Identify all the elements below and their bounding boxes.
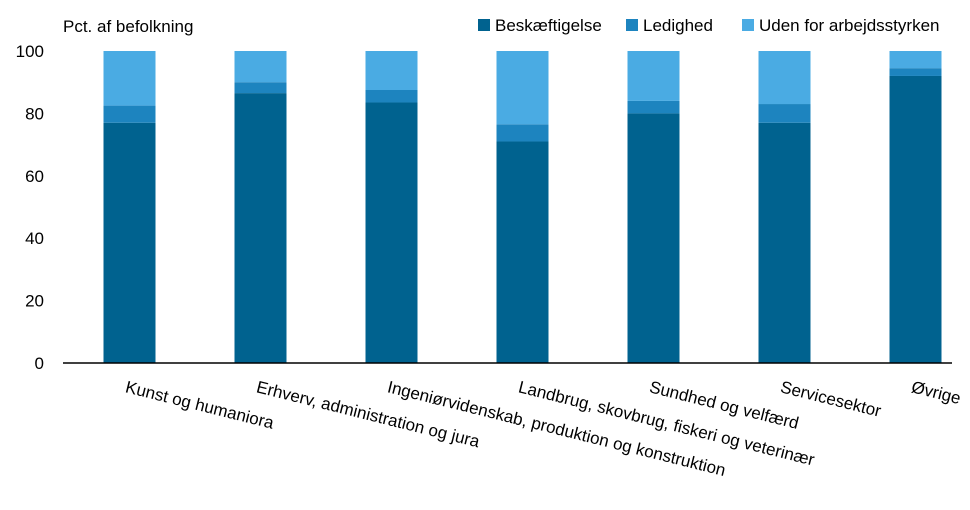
bar-segment — [627, 113, 680, 364]
y-tick-label: 40 — [25, 229, 44, 248]
bar-segment — [234, 82, 287, 94]
bar-segment — [627, 100, 680, 114]
y-tick-label: 60 — [25, 167, 44, 186]
bar-segment — [365, 51, 418, 90]
x-tick-label: Kunst og humaniora — [124, 377, 277, 432]
bar-segment — [758, 51, 811, 105]
legend-entry-label: Uden for arbejdsstyrken — [759, 16, 939, 35]
y-tick-label: 20 — [25, 292, 44, 311]
bar-segment — [365, 90, 418, 103]
y-tick-label: 100 — [16, 42, 44, 61]
x-tick-label: Erhverv, administration og jura — [255, 377, 483, 451]
bar-segment — [103, 51, 156, 106]
bars — [103, 51, 942, 364]
bar-segment — [889, 75, 942, 364]
legend-entry-label: Ledighed — [643, 16, 713, 35]
legend-entry-label: Beskæftigelse — [495, 16, 602, 35]
bar-segment — [496, 141, 549, 363]
bar-segment — [627, 51, 680, 101]
bar-segment — [889, 68, 942, 76]
bar-segment — [365, 102, 418, 363]
legend-swatch — [742, 19, 754, 31]
y-axis-ticks: 0 20 40 60 80 100 — [16, 42, 44, 373]
bar-segment — [889, 51, 942, 69]
bar-segment — [234, 93, 287, 364]
bar-segment — [234, 51, 287, 83]
bar-segment — [103, 105, 156, 123]
y-tick-label: 0 — [35, 354, 44, 373]
legend-swatch — [626, 19, 638, 31]
bar-segment — [758, 104, 811, 123]
legend: Beskæftigelse Ledighed Uden for arbejdssty… — [478, 16, 939, 35]
y-axis-label: Pct. af befolkning — [63, 17, 193, 36]
legend-swatch — [478, 19, 490, 31]
x-tick-label: Øvrige — [910, 377, 963, 408]
y-tick-label: 80 — [25, 104, 44, 123]
bar-segment — [758, 122, 811, 363]
bar-segment — [496, 124, 549, 142]
bar-segment — [103, 122, 156, 363]
bar-segment — [496, 51, 549, 125]
